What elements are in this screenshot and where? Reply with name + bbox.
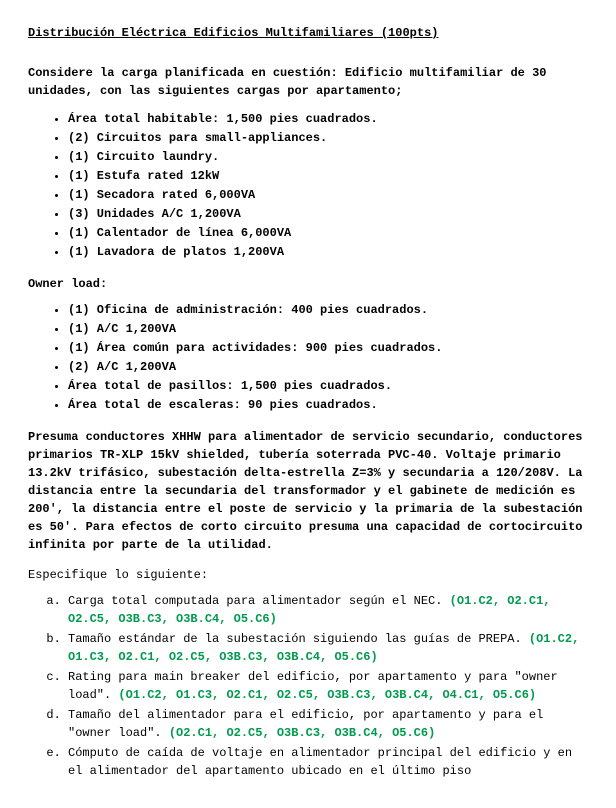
- owner-load-label: Owner load:: [28, 275, 588, 293]
- list-item: (1) Calentador de línea 6,000VA: [68, 224, 588, 242]
- list-item: (1) Oficina de administración: 400 pies …: [68, 301, 588, 319]
- list-item: (1) Secadora rated 6,000VA: [68, 186, 588, 204]
- list-item: (1) Estufa rated 12kW: [68, 167, 588, 185]
- list-item: (1) Lavadora de platos 1,200VA: [68, 243, 588, 261]
- list-item: Área total de escaleras: 90 pies cuadrad…: [68, 396, 588, 414]
- apartment-loads-list: Área total habitable: 1,500 pies cuadrad…: [28, 110, 588, 261]
- spec-item: Carga total computada para alimentador s…: [68, 592, 588, 628]
- spec-item: Cómputo de caída de voltaje en alimentad…: [68, 744, 588, 780]
- spec-text: Carga total computada para alimentador s…: [68, 594, 450, 608]
- owner-loads-list: (1) Oficina de administración: 400 pies …: [28, 301, 588, 414]
- list-item: (1) Circuito laundry.: [68, 148, 588, 166]
- spec-list: Carga total computada para alimentador s…: [28, 592, 588, 780]
- list-item: (1) Área común para actividades: 900 pie…: [68, 339, 588, 357]
- intro-paragraph: Considere la carga planificada en cuesti…: [28, 64, 588, 100]
- spec-item: Rating para main breaker del edificio, p…: [68, 668, 588, 704]
- spec-item: Tamaño del alimentador para el edificio,…: [68, 706, 588, 742]
- spec-text: Tamaño estándar de la subestación siguie…: [68, 632, 529, 646]
- list-item: Área total de pasillos: 1,500 pies cuadr…: [68, 377, 588, 395]
- spec-intro: Especifique lo siguiente:: [28, 566, 588, 584]
- list-item: Área total habitable: 1,500 pies cuadrad…: [68, 110, 588, 128]
- spec-item: Tamaño estándar de la subestación siguie…: [68, 630, 588, 666]
- spec-text: Cómputo de caída de voltaje en alimentad…: [68, 746, 572, 778]
- list-item: (2) A/C 1,200VA: [68, 358, 588, 376]
- list-item: (2) Circuitos para small-appliances.: [68, 129, 588, 147]
- assumptions-paragraph: Presuma conductores XHHW para alimentado…: [28, 428, 588, 554]
- list-item: (3) Unidades A/C 1,200VA: [68, 205, 588, 223]
- list-item: (1) A/C 1,200VA: [68, 320, 588, 338]
- spec-ref: (O2.C1, O2.C5, O3B.C3, O3B.C4, O5.C6): [169, 726, 435, 740]
- page-title: Distribución Eléctrica Edificios Multifa…: [28, 24, 588, 42]
